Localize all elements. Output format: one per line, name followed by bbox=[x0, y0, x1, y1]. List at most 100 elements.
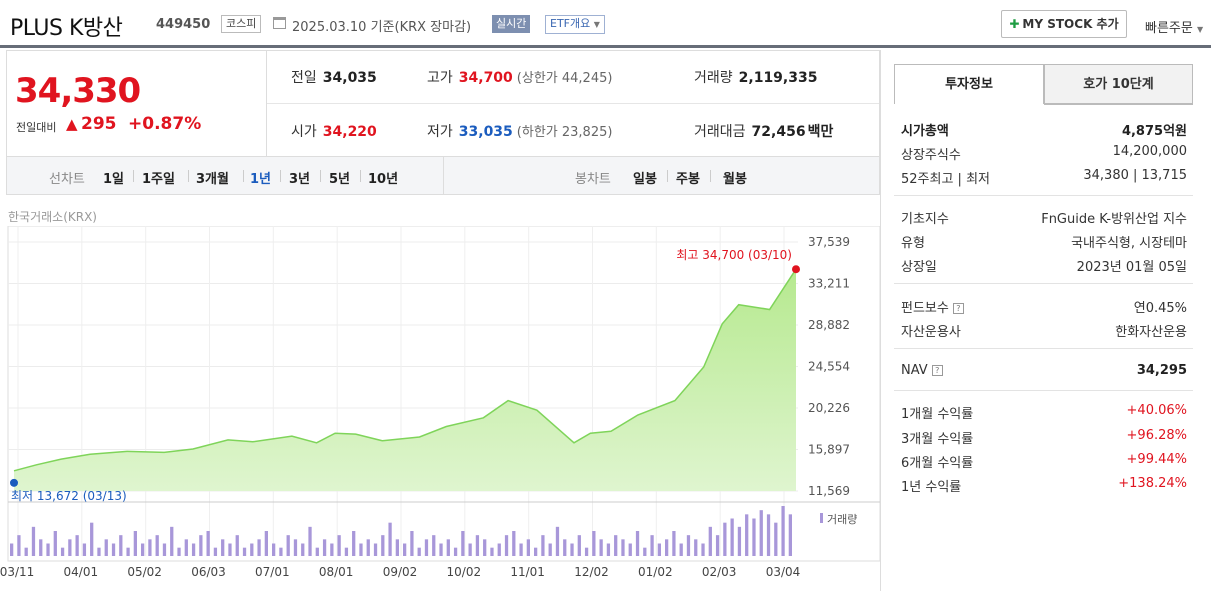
volume-bar bbox=[264, 531, 268, 556]
period-bar: 선차트 1일 1주일 3개월 1년 3년 5년 10년 봉차트 일봉 주봉 월봉 bbox=[6, 157, 880, 195]
low-value: 33,035 bbox=[458, 124, 513, 140]
volume-bar bbox=[548, 543, 552, 556]
volume-bar bbox=[39, 539, 43, 556]
divider bbox=[710, 170, 711, 182]
divider bbox=[320, 170, 321, 182]
period-3y[interactable]: 3년 bbox=[289, 172, 311, 187]
my-stock-label: MY STOCK 추가 bbox=[1022, 17, 1119, 31]
change-percent: +0.87% bbox=[128, 114, 202, 134]
volume-bar bbox=[490, 547, 494, 556]
info-label: 1개월 수익률 bbox=[901, 407, 974, 422]
plus-icon: ✚ bbox=[1009, 17, 1020, 31]
volume-bar bbox=[628, 543, 632, 556]
volume-bar bbox=[766, 514, 771, 556]
period-1d[interactable]: 1일 bbox=[103, 172, 125, 187]
info-return-6m: 6개월 수익률 +99.44% bbox=[901, 452, 1187, 471]
min-label: 최저 13,672 (03/13) bbox=[11, 489, 127, 503]
volume-bar bbox=[60, 547, 65, 556]
volume-bar bbox=[31, 526, 36, 556]
y-tick-label: 28,882 bbox=[808, 318, 850, 332]
tab-order-book-10[interactable]: 호가 10단계 bbox=[1044, 64, 1193, 104]
candle-monthly[interactable]: 월봉 bbox=[723, 172, 747, 187]
divider bbox=[267, 103, 879, 104]
volume-bar bbox=[177, 547, 181, 556]
calendar-icon bbox=[273, 17, 286, 29]
volume-bar bbox=[162, 543, 167, 556]
investment-info-panel: 투자정보 호가 10단계 시가총액 4,875억원 상장주식수 14,200,000… bbox=[880, 50, 1211, 591]
my-stock-add-button[interactable]: ✚ MY STOCK 추가 bbox=[1001, 10, 1127, 38]
volume-bar bbox=[665, 539, 669, 556]
help-icon[interactable]: ? bbox=[952, 303, 964, 314]
period-5y[interactable]: 5년 bbox=[329, 172, 351, 187]
chevron-down-icon: ▼ bbox=[1196, 25, 1204, 34]
x-tick-label: 12/02 bbox=[574, 565, 609, 579]
volume-bar bbox=[781, 506, 785, 556]
volume-bar bbox=[621, 539, 625, 556]
candle-weekly[interactable]: 주봉 bbox=[676, 172, 700, 187]
tab-investment-info[interactable]: 투자정보 bbox=[894, 64, 1044, 104]
change-value: 295 bbox=[81, 114, 117, 134]
info-label: 시가총액 bbox=[901, 124, 949, 139]
volume-bar bbox=[301, 543, 305, 556]
volume-bar bbox=[453, 547, 458, 556]
help-icon[interactable]: ? bbox=[931, 365, 943, 376]
y-tick-label: 33,211 bbox=[808, 277, 850, 291]
price-summary: 34,330 전일대비 ▲ 295 +0.87% 전일 34,035 고가 34,7… bbox=[6, 50, 880, 157]
volume-bar bbox=[694, 539, 698, 556]
info-shares: 상장주식수 14,200,000 bbox=[901, 144, 1187, 163]
volume-bar bbox=[715, 535, 720, 556]
divider bbox=[443, 157, 444, 194]
line-chart-label: 선차트 bbox=[49, 172, 85, 187]
volume-bar bbox=[577, 535, 581, 556]
volume-bar bbox=[730, 518, 734, 556]
info-type: 유형 국내주식형, 시장테마 bbox=[901, 232, 1187, 251]
divider bbox=[894, 348, 1193, 349]
realtime-button[interactable]: 실시간 bbox=[492, 15, 531, 33]
info-value: 한화자산운용 bbox=[1115, 325, 1187, 340]
date-value: 2025.03.10 bbox=[292, 20, 367, 35]
volume-bar bbox=[286, 535, 290, 556]
x-tick-label: 03/11 bbox=[0, 565, 34, 579]
volume-bar bbox=[119, 535, 123, 556]
upper-limit: (상한가 44,245) bbox=[516, 71, 613, 86]
volume-bar bbox=[184, 539, 188, 556]
volume-bar bbox=[111, 543, 116, 556]
volume-bar bbox=[512, 531, 516, 556]
period-3m[interactable]: 3개월 bbox=[196, 172, 229, 187]
volume-bar bbox=[388, 522, 392, 556]
volume-bar bbox=[599, 539, 603, 556]
volume-bar bbox=[584, 547, 589, 556]
info-label: 자산운용사 bbox=[901, 325, 961, 340]
volume-bar bbox=[410, 531, 414, 556]
etf-overview-dropdown[interactable]: ETF개요 ▼ bbox=[545, 15, 605, 34]
low-label: 저가 bbox=[427, 124, 453, 140]
info-52week: 52주최고 | 최저 34,380 | 13,715 bbox=[901, 168, 1187, 187]
volume-bar bbox=[17, 535, 21, 556]
volume-value: 2,119,335 bbox=[738, 70, 818, 86]
x-tick-label: 06/03 bbox=[191, 565, 226, 579]
candle-daily[interactable]: 일봉 bbox=[633, 172, 657, 187]
page-header: PLUS K방산 449450 코스피 2025.03.10 기준(KRX 장마… bbox=[0, 0, 1211, 48]
info-label: 52주최고 | 최저 bbox=[901, 172, 990, 187]
info-listing-date: 상장일 2023년 01월 05일 bbox=[901, 256, 1187, 275]
volume-bar bbox=[672, 531, 676, 556]
volume-bar bbox=[745, 514, 749, 556]
volume-bar bbox=[432, 535, 436, 556]
volume-legend-label: 거래량 bbox=[827, 513, 857, 526]
divider bbox=[360, 170, 361, 182]
info-value: +96.28% bbox=[1126, 428, 1187, 443]
period-1w[interactable]: 1주일 bbox=[142, 172, 175, 187]
etf-code: 449450 bbox=[156, 17, 211, 32]
volume-bar bbox=[504, 535, 509, 556]
divider bbox=[280, 170, 281, 182]
info-label: NAV bbox=[901, 363, 928, 378]
volume-bar bbox=[606, 543, 611, 556]
quick-order-dropdown[interactable]: 빠른주문 ▼ bbox=[1145, 17, 1203, 36]
period-1y[interactable]: 1년 bbox=[250, 172, 272, 187]
volume-bar bbox=[541, 535, 545, 556]
min-marker bbox=[10, 478, 18, 487]
period-10y[interactable]: 10년 bbox=[368, 172, 399, 187]
volume-bar bbox=[155, 535, 159, 556]
y-tick-label: 15,897 bbox=[808, 443, 850, 457]
volume-legend-swatch bbox=[820, 513, 823, 523]
